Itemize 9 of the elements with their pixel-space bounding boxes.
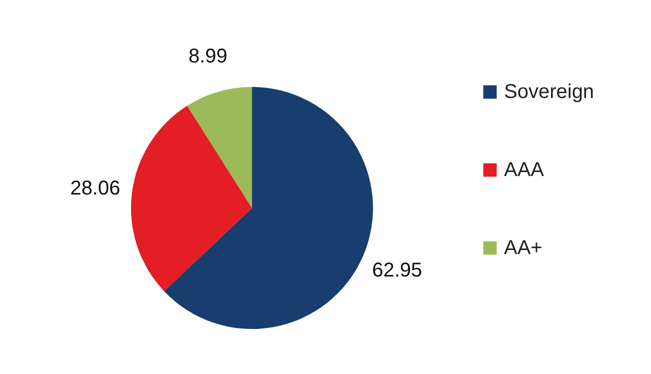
data-label: 8.99 [188, 45, 228, 68]
data-label: 62.95 [372, 260, 422, 282]
legend-label: AAA [504, 159, 545, 181]
pie-slice [187, 87, 252, 208]
pie-slice [164, 87, 373, 329]
legend-label: AA+ [504, 237, 542, 259]
legend-label: Sovereign [504, 81, 594, 103]
data-label: 28.06 [70, 177, 120, 200]
pie-slice [131, 106, 252, 292]
